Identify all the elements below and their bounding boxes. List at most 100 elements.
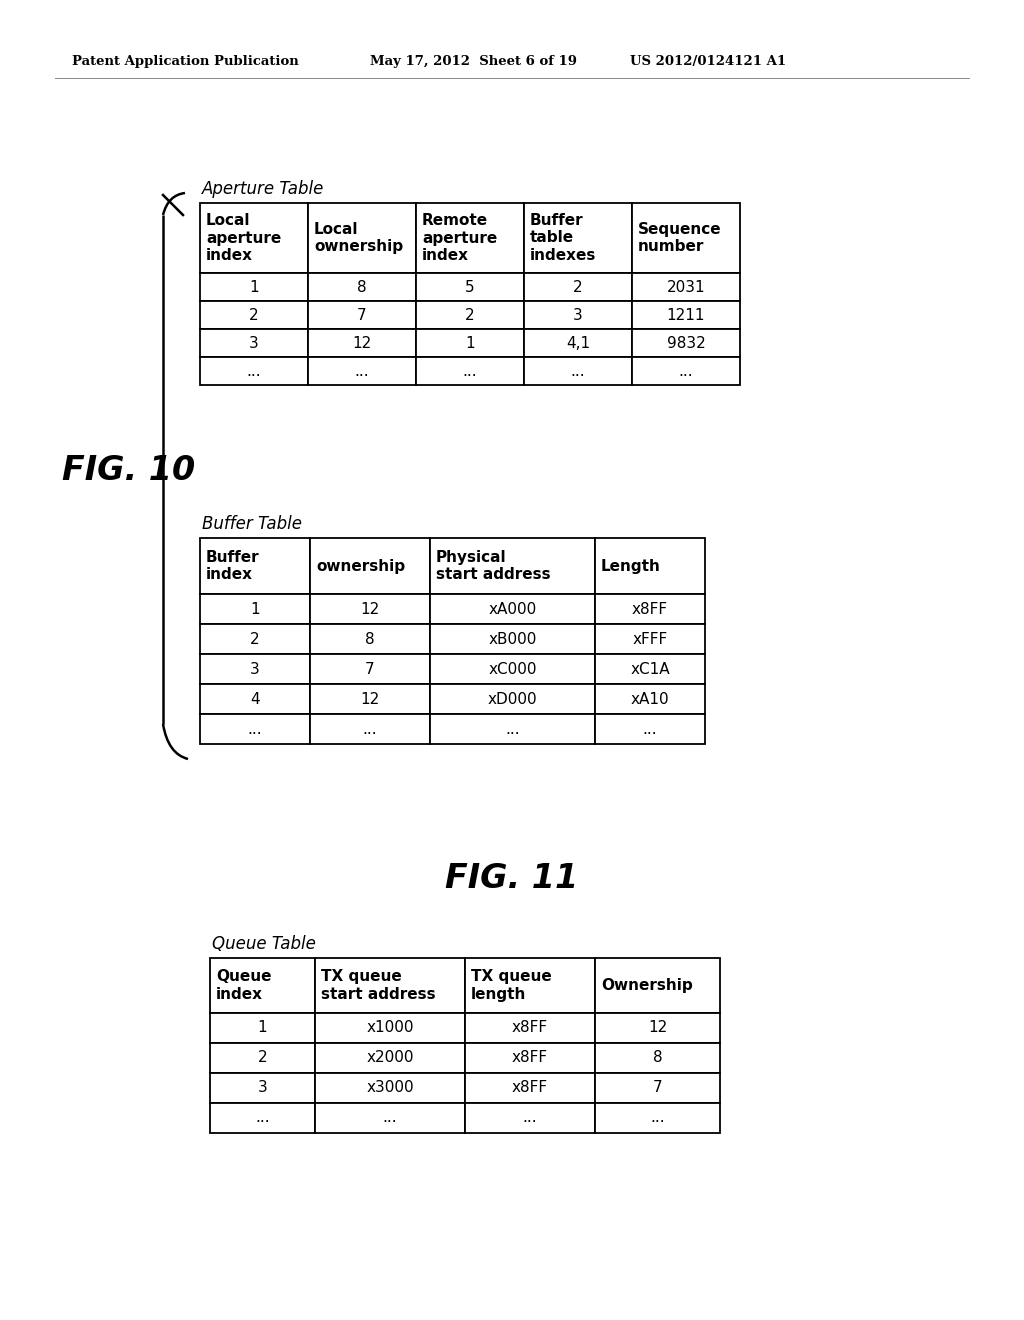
Text: Remote
aperture
index: Remote aperture index: [422, 213, 498, 263]
Bar: [595, 958, 720, 1012]
Text: xD000: xD000: [487, 692, 538, 706]
Bar: [465, 1012, 595, 1043]
Bar: [595, 714, 705, 744]
Bar: [200, 653, 310, 684]
Bar: [465, 1104, 595, 1133]
Bar: [524, 273, 632, 301]
Text: ...: ...: [643, 722, 657, 737]
Bar: [210, 958, 315, 1012]
Bar: [595, 1104, 720, 1133]
Bar: [416, 273, 524, 301]
Bar: [416, 203, 524, 273]
Text: xFFF: xFFF: [633, 631, 668, 647]
Text: 2: 2: [573, 280, 583, 294]
Bar: [310, 624, 430, 653]
Text: x8FF: x8FF: [512, 1081, 548, 1096]
Text: 9832: 9832: [667, 335, 706, 351]
Bar: [465, 1073, 595, 1104]
Text: x8FF: x8FF: [632, 602, 668, 616]
Text: 2: 2: [465, 308, 475, 322]
Bar: [465, 1043, 595, 1073]
Text: ...: ...: [362, 722, 377, 737]
Text: 3: 3: [573, 308, 583, 322]
Text: 2031: 2031: [667, 280, 706, 294]
Text: 1: 1: [258, 1020, 267, 1035]
Bar: [200, 594, 310, 624]
Text: 7: 7: [357, 308, 367, 322]
Bar: [315, 1073, 465, 1104]
Text: 1: 1: [250, 602, 260, 616]
Bar: [308, 329, 416, 356]
Bar: [430, 714, 595, 744]
Bar: [308, 356, 416, 385]
Text: 3: 3: [250, 661, 260, 676]
Bar: [308, 301, 416, 329]
Bar: [524, 329, 632, 356]
Text: 12: 12: [360, 602, 380, 616]
Text: x8FF: x8FF: [512, 1051, 548, 1065]
Text: 12: 12: [360, 692, 380, 706]
Text: Local
ownership: Local ownership: [314, 222, 403, 255]
Text: Patent Application Publication: Patent Application Publication: [72, 55, 299, 69]
Text: Physical
start address: Physical start address: [436, 550, 551, 582]
Bar: [595, 539, 705, 594]
Text: 2: 2: [249, 308, 259, 322]
Bar: [595, 1012, 720, 1043]
Bar: [595, 594, 705, 624]
Text: TX queue
start address: TX queue start address: [321, 969, 435, 1002]
Bar: [524, 301, 632, 329]
Bar: [416, 301, 524, 329]
Bar: [200, 203, 308, 273]
Bar: [315, 1043, 465, 1073]
Text: Buffer
table
indexes: Buffer table indexes: [530, 213, 596, 263]
Text: 4: 4: [250, 692, 260, 706]
Bar: [200, 273, 308, 301]
Text: ...: ...: [255, 1110, 269, 1126]
Text: US 2012/0124121 A1: US 2012/0124121 A1: [630, 55, 786, 69]
Text: FIG. 11: FIG. 11: [445, 862, 579, 895]
Text: Queue Table: Queue Table: [212, 935, 315, 953]
Text: 1211: 1211: [667, 308, 706, 322]
Text: 12: 12: [352, 335, 372, 351]
Text: ...: ...: [522, 1110, 538, 1126]
Text: 1: 1: [249, 280, 259, 294]
Bar: [632, 273, 740, 301]
Bar: [210, 1012, 315, 1043]
Text: xB000: xB000: [488, 631, 537, 647]
Text: x3000: x3000: [367, 1081, 414, 1096]
Text: 1: 1: [465, 335, 475, 351]
Bar: [595, 1073, 720, 1104]
Bar: [200, 356, 308, 385]
Text: 2: 2: [250, 631, 260, 647]
Text: 3: 3: [249, 335, 259, 351]
Text: Aperture Table: Aperture Table: [202, 180, 325, 198]
Text: ...: ...: [570, 363, 586, 379]
Bar: [524, 356, 632, 385]
Bar: [430, 624, 595, 653]
Text: Sequence
number: Sequence number: [638, 222, 722, 255]
Text: ownership: ownership: [316, 558, 406, 573]
Bar: [200, 684, 310, 714]
Bar: [416, 329, 524, 356]
Text: May 17, 2012  Sheet 6 of 19: May 17, 2012 Sheet 6 of 19: [370, 55, 577, 69]
Text: xA000: xA000: [488, 602, 537, 616]
Text: ...: ...: [463, 363, 477, 379]
Bar: [430, 539, 595, 594]
Text: ...: ...: [354, 363, 370, 379]
Text: ...: ...: [247, 363, 261, 379]
Text: Ownership: Ownership: [601, 978, 693, 993]
Text: xC1A: xC1A: [630, 661, 670, 676]
Bar: [315, 1012, 465, 1043]
Text: x1000: x1000: [367, 1020, 414, 1035]
Text: x8FF: x8FF: [512, 1020, 548, 1035]
Bar: [315, 1104, 465, 1133]
Bar: [465, 958, 595, 1012]
Text: ...: ...: [383, 1110, 397, 1126]
Bar: [310, 539, 430, 594]
Text: 8: 8: [357, 280, 367, 294]
Bar: [310, 653, 430, 684]
Text: 7: 7: [652, 1081, 663, 1096]
Text: Buffer Table: Buffer Table: [202, 515, 302, 533]
Bar: [310, 594, 430, 624]
Bar: [595, 1043, 720, 1073]
